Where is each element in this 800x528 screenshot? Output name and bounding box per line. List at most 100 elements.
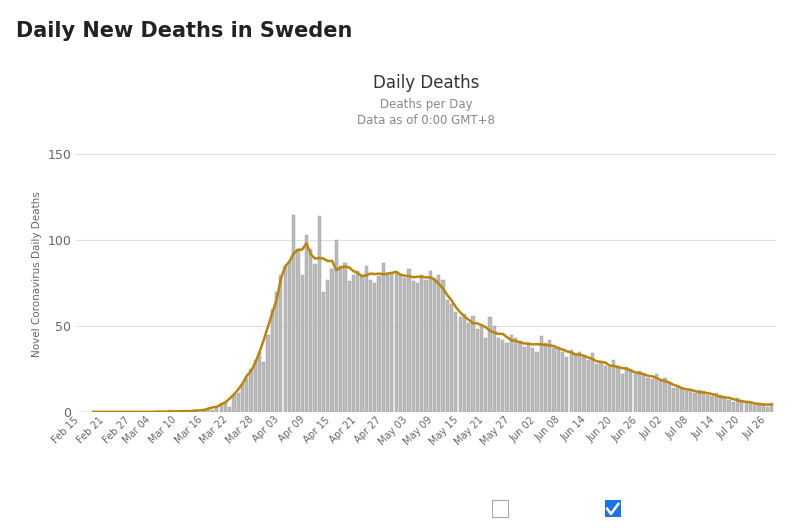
Bar (416, 283, 419, 412)
Bar (241, 384, 244, 412)
Bar (617, 365, 620, 412)
Bar (522, 346, 526, 412)
Bar (288, 261, 291, 412)
Bar (318, 216, 321, 412)
Y-axis label: Novel Coronavirus Daily Deaths: Novel Coronavirus Daily Deaths (32, 192, 42, 357)
Bar (497, 338, 500, 412)
Bar (369, 280, 372, 412)
Bar (390, 273, 394, 412)
Bar (527, 343, 530, 412)
Bar (343, 262, 346, 412)
Bar (458, 317, 462, 412)
Bar (659, 381, 662, 412)
Bar (433, 278, 436, 412)
Bar (438, 275, 441, 412)
Bar (561, 352, 564, 412)
Bar (681, 388, 684, 412)
Bar (471, 316, 474, 412)
Bar (694, 393, 697, 412)
Bar (604, 365, 607, 412)
Bar (736, 398, 739, 412)
Bar (330, 269, 334, 412)
Bar (305, 235, 308, 412)
Bar (630, 369, 633, 412)
Bar (749, 403, 752, 412)
Bar (480, 326, 483, 412)
Bar (766, 407, 769, 412)
Bar (237, 393, 240, 412)
Text: Daily Deaths: Daily Deaths (373, 74, 479, 92)
Bar (382, 262, 385, 412)
Bar (186, 410, 189, 412)
Bar (745, 401, 748, 412)
Bar (753, 405, 756, 412)
Bar (518, 342, 522, 412)
Bar (326, 280, 330, 412)
Bar (339, 266, 342, 412)
Bar (531, 348, 534, 412)
Bar (309, 249, 312, 412)
Text: Deaths per Day: Deaths per Day (380, 98, 472, 111)
Bar (689, 390, 692, 412)
Bar (484, 338, 487, 412)
Bar (334, 240, 338, 412)
Bar (578, 352, 582, 412)
Bar (612, 360, 615, 412)
Bar (702, 391, 705, 412)
Bar (638, 371, 641, 412)
Bar (211, 410, 214, 412)
Bar (566, 357, 569, 412)
Legend: Daily Deaths, 3-day moving average, 7-day moving average: Daily Deaths, 3-day moving average, 7-da… (163, 526, 605, 528)
Bar (467, 323, 470, 412)
Bar (634, 374, 637, 412)
Bar (314, 264, 317, 412)
Bar (502, 340, 505, 412)
Bar (292, 214, 295, 412)
Bar (557, 346, 560, 412)
Bar (535, 352, 538, 412)
Bar (548, 340, 551, 412)
Bar (424, 280, 428, 412)
Bar (250, 369, 253, 412)
Bar (732, 401, 735, 412)
Bar (254, 360, 257, 412)
Bar (540, 336, 543, 412)
Bar (322, 291, 325, 412)
Bar (228, 407, 231, 412)
Bar (770, 403, 774, 412)
Bar (493, 326, 496, 412)
Bar (356, 271, 359, 412)
Bar (672, 388, 675, 412)
Bar (403, 278, 406, 412)
Bar (655, 374, 658, 412)
Bar (582, 357, 586, 412)
Bar (270, 309, 274, 412)
Bar (446, 300, 449, 412)
Bar (442, 280, 445, 412)
Bar (621, 374, 624, 412)
Bar (219, 403, 222, 412)
Bar (591, 354, 594, 412)
Bar (714, 393, 718, 412)
Bar (510, 335, 513, 412)
Text: Daily New Deaths in Sweden: Daily New Deaths in Sweden (16, 21, 352, 41)
Bar (514, 338, 518, 412)
Bar (266, 335, 270, 412)
Bar (365, 266, 368, 412)
Bar (595, 364, 598, 412)
Bar (663, 378, 666, 412)
Bar (719, 395, 722, 412)
Bar (642, 374, 646, 412)
Bar (360, 276, 363, 412)
Bar (394, 271, 398, 412)
Bar (168, 410, 171, 412)
Bar (420, 275, 423, 412)
Bar (373, 283, 376, 412)
Text: Data as of 0:00 GMT+8: Data as of 0:00 GMT+8 (357, 114, 495, 127)
Bar (723, 398, 726, 412)
Bar (599, 362, 602, 412)
Bar (570, 350, 573, 412)
Bar (347, 281, 350, 412)
Bar (625, 367, 628, 412)
Bar (411, 281, 414, 412)
